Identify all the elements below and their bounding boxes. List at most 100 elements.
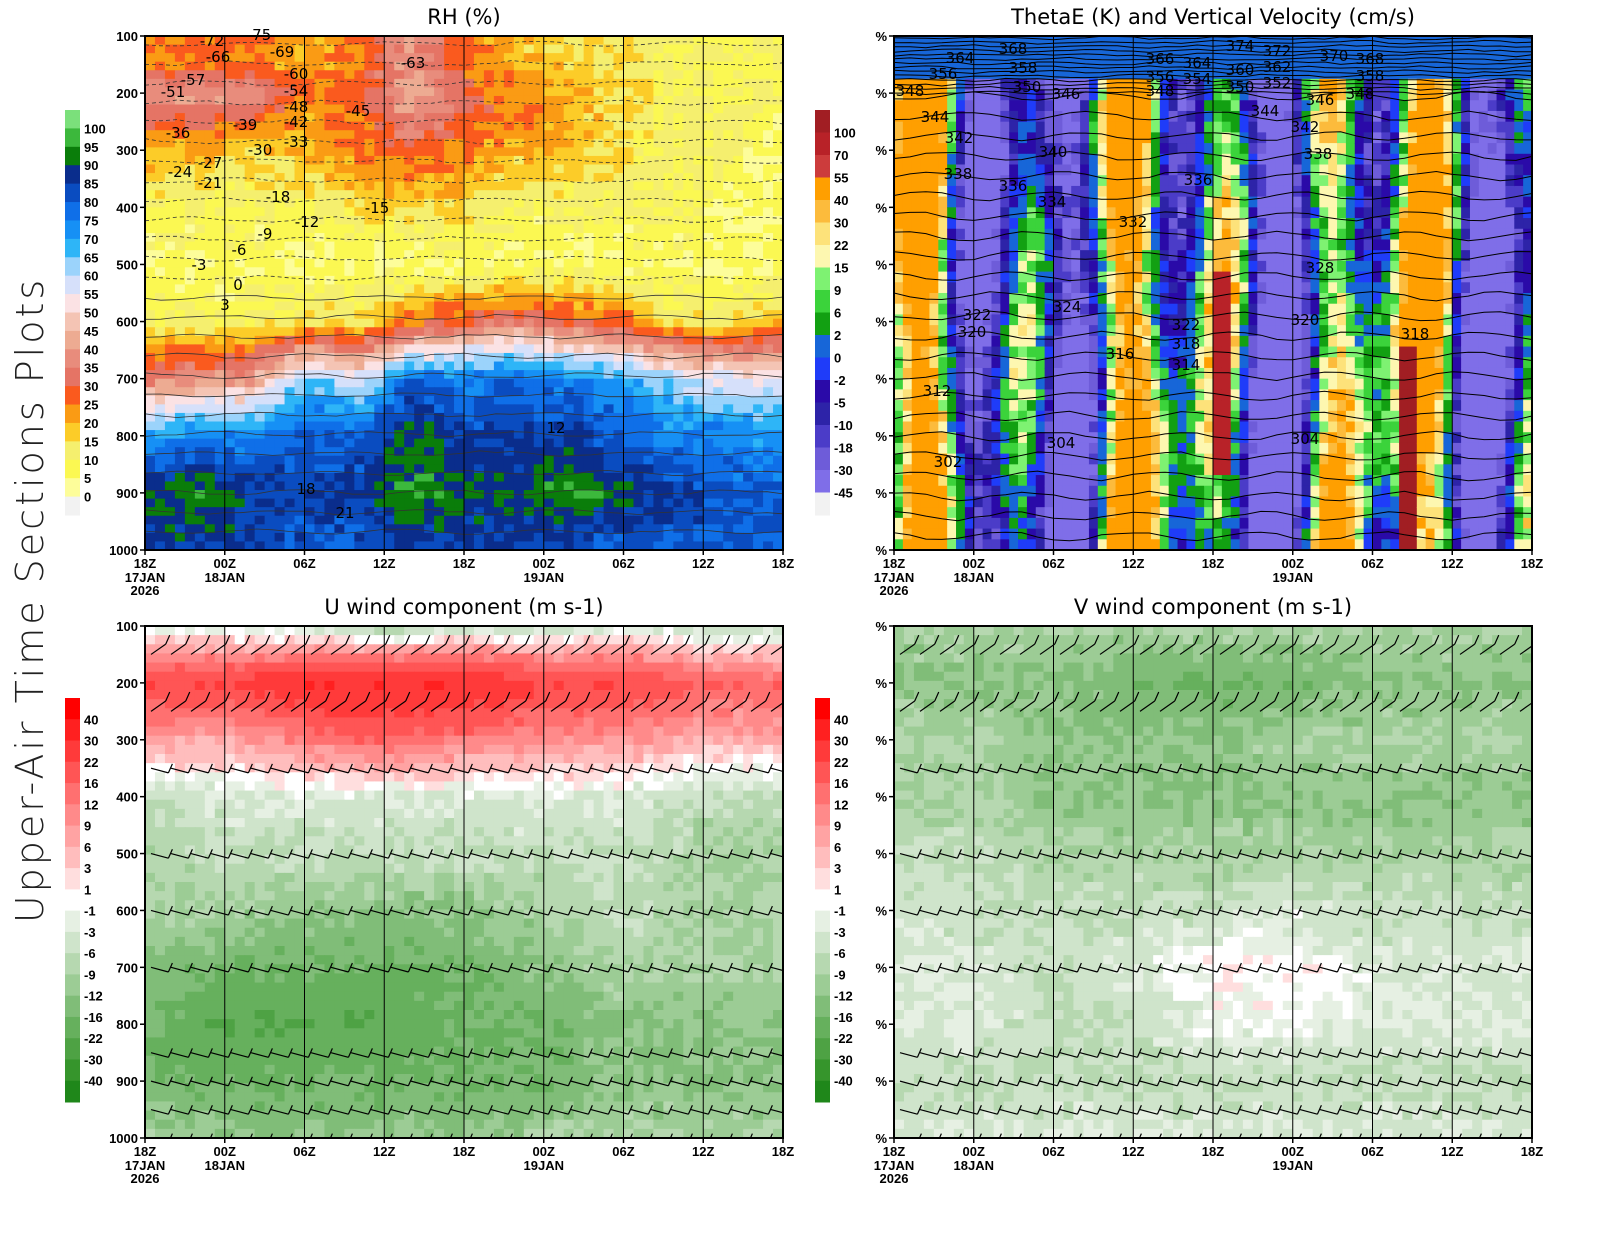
vv-cell: [902, 389, 913, 401]
vv-cell: [982, 218, 993, 230]
rh-cell: [593, 490, 605, 500]
rh-cell: [354, 318, 365, 328]
rh-cell: [324, 524, 336, 534]
vv-cell: [1018, 539, 1028, 550]
rh-cell: [194, 515, 206, 525]
rh-cell: [284, 258, 296, 268]
rh-cell: [384, 258, 395, 268]
rh-cell: [543, 78, 555, 88]
vv-cell: [1071, 78, 1081, 91]
rh-cell: [493, 524, 505, 534]
rh-cell: [284, 121, 296, 131]
vv-cell: [947, 507, 957, 519]
rh-cell: [523, 250, 535, 260]
colorbar-label: 85: [84, 177, 98, 192]
rh-cell: [603, 250, 615, 260]
rh-cell: [194, 267, 206, 277]
vv-cell: [920, 517, 931, 530]
vv-cell: [956, 303, 966, 316]
rh-cell: [294, 224, 306, 234]
rh-cell: [244, 293, 256, 303]
rh-cell: [164, 224, 176, 234]
rh-cell: [543, 95, 555, 106]
rh-cell: [553, 198, 565, 208]
rh-cell: [334, 61, 345, 71]
rh-cell: [663, 181, 674, 191]
colorbar-swatch: [65, 238, 80, 258]
rh-cell: [354, 293, 365, 303]
rh-cell: [493, 207, 505, 217]
vv-cell: [911, 143, 922, 155]
rh-cell: [503, 147, 515, 157]
rh-cell: [733, 395, 744, 405]
rh-cell: [593, 541, 605, 550]
rh-cell: [743, 524, 754, 534]
vv-cell: [991, 185, 1001, 198]
rh-cell: [244, 61, 256, 71]
rh-cell: [643, 387, 655, 397]
vv-cell: [982, 528, 993, 540]
rh-cell: [663, 335, 674, 345]
rh-cell: [424, 87, 435, 97]
rh-cell: [593, 267, 605, 277]
rh-cell: [184, 138, 196, 148]
rh-cell: [493, 53, 505, 63]
rh-cell: [254, 455, 266, 465]
vv-cell: [973, 507, 984, 519]
rh-cell: [454, 121, 465, 131]
vv-cell: [894, 528, 904, 540]
vv-cell: [902, 89, 913, 101]
rh-cell: [653, 130, 664, 140]
rh-cell: [404, 344, 415, 354]
rh-cell: [693, 438, 704, 448]
rh-cell: [454, 344, 465, 354]
vv-cell: [920, 539, 931, 550]
rh-cell: [543, 361, 555, 371]
rh-cell: [643, 335, 655, 345]
vv-cell: [920, 132, 931, 144]
rh-cell: [613, 507, 625, 517]
rh-cell: [753, 267, 764, 277]
rh-cell: [693, 412, 704, 423]
rh-cell: [493, 267, 505, 277]
rh-cell: [194, 87, 206, 97]
rh-cell: [533, 224, 545, 234]
rh-cell: [214, 207, 226, 217]
vv-cell: [1053, 175, 1063, 187]
rh-cell: [404, 361, 415, 371]
rh-cell: [304, 215, 316, 226]
rh-cell: [603, 293, 615, 303]
rh-cell: [653, 404, 664, 414]
vv-cell: [956, 410, 966, 423]
rh-cell: [493, 532, 505, 543]
rh-cell: [324, 395, 336, 405]
rh-cell: [434, 447, 445, 457]
rh-cell: [543, 464, 555, 474]
rh-cell: [264, 310, 276, 320]
rh-cell: [304, 541, 316, 550]
rh-cell: [274, 524, 286, 534]
rh-cell: [623, 498, 635, 508]
vv-cell: [894, 507, 904, 519]
rh-cell: [364, 233, 375, 243]
rh-cell: [633, 224, 645, 234]
rh-cell: [254, 164, 266, 174]
vv-cell: [973, 57, 984, 69]
rh-cell: [414, 267, 425, 277]
colorbar-label: 55: [84, 287, 98, 302]
rh-cell: [264, 207, 276, 217]
contour-label: 0: [233, 276, 243, 294]
rh-cell: [164, 198, 176, 208]
rh-cell: [214, 173, 226, 183]
rh-cell: [204, 198, 216, 208]
rh-cell: [653, 241, 664, 251]
rh-cell: [483, 532, 495, 543]
rh-cell: [434, 70, 445, 80]
rh-cell: [264, 36, 276, 46]
rh-cell: [244, 404, 256, 414]
rh-cell: [703, 404, 714, 414]
rh-cell: [713, 430, 724, 440]
vv-cell: [973, 442, 984, 455]
rh-cell: [533, 387, 545, 397]
rh-cell: [374, 164, 385, 174]
